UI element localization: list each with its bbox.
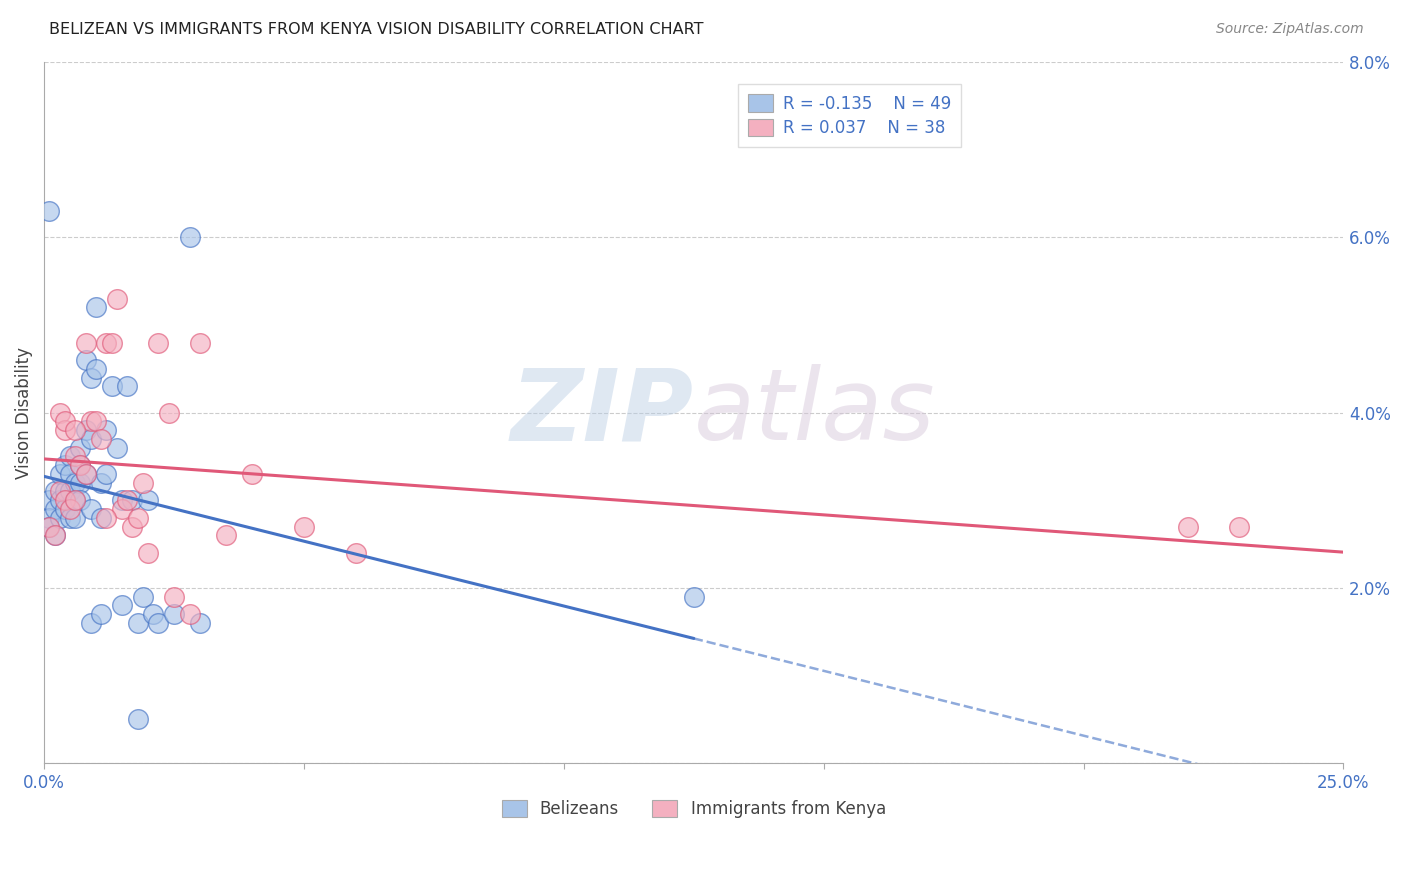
- Point: [84, 301, 107, 315]
- Point: [100, 335, 122, 350]
- Point: [75, 467, 97, 481]
- Point: [1177, 519, 1199, 533]
- Point: [65, 423, 87, 437]
- Point: [121, 493, 143, 508]
- Point: [100, 379, 122, 393]
- Point: [80, 432, 103, 446]
- Point: [59, 450, 82, 464]
- Point: [127, 712, 149, 726]
- Point: [65, 493, 87, 508]
- Point: [240, 467, 263, 481]
- Point: [75, 467, 97, 481]
- Point: [96, 335, 118, 350]
- Point: [132, 590, 155, 604]
- Point: [163, 590, 186, 604]
- Point: [80, 615, 103, 630]
- Text: Source: ZipAtlas.com: Source: ZipAtlas.com: [1216, 22, 1364, 37]
- Point: [105, 292, 128, 306]
- Point: [136, 546, 159, 560]
- Point: [48, 484, 70, 499]
- Point: [90, 510, 112, 524]
- Point: [148, 615, 170, 630]
- Point: [53, 484, 76, 499]
- Point: [90, 607, 112, 622]
- Point: [48, 493, 70, 508]
- Point: [59, 502, 82, 516]
- Point: [69, 441, 91, 455]
- Point: [69, 458, 91, 473]
- Point: [127, 615, 149, 630]
- Point: [127, 510, 149, 524]
- Point: [59, 467, 82, 481]
- Point: [682, 590, 704, 604]
- Point: [65, 493, 87, 508]
- Point: [53, 423, 76, 437]
- Point: [75, 353, 97, 368]
- Point: [136, 493, 159, 508]
- Point: [75, 335, 97, 350]
- Point: [65, 510, 87, 524]
- Point: [38, 510, 60, 524]
- Point: [215, 528, 238, 542]
- Point: [44, 484, 66, 499]
- Point: [96, 510, 118, 524]
- Point: [80, 414, 103, 428]
- Point: [53, 414, 76, 428]
- Point: [38, 519, 60, 533]
- Point: [179, 607, 201, 622]
- Point: [96, 423, 118, 437]
- Point: [132, 475, 155, 490]
- Point: [344, 546, 367, 560]
- Point: [117, 493, 139, 508]
- Point: [111, 599, 134, 613]
- Point: [84, 414, 107, 428]
- Point: [44, 528, 66, 542]
- Point: [80, 370, 103, 384]
- Point: [111, 493, 134, 508]
- Point: [69, 493, 91, 508]
- Point: [157, 406, 180, 420]
- Point: [48, 510, 70, 524]
- Y-axis label: Vision Disability: Vision Disability: [15, 347, 32, 479]
- Point: [1229, 519, 1251, 533]
- Point: [90, 432, 112, 446]
- Point: [188, 335, 211, 350]
- Point: [163, 607, 186, 622]
- Text: atlas: atlas: [693, 364, 935, 461]
- Legend: Belizeans, Immigrants from Kenya: Belizeans, Immigrants from Kenya: [495, 793, 893, 825]
- Point: [38, 493, 60, 508]
- Point: [142, 607, 165, 622]
- Point: [111, 502, 134, 516]
- Point: [69, 458, 91, 473]
- Point: [121, 519, 143, 533]
- Point: [179, 230, 201, 244]
- Point: [117, 379, 139, 393]
- Point: [59, 484, 82, 499]
- Point: [84, 361, 107, 376]
- Point: [44, 502, 66, 516]
- Point: [38, 519, 60, 533]
- Point: [59, 510, 82, 524]
- Point: [148, 335, 170, 350]
- Point: [69, 475, 91, 490]
- Point: [38, 204, 60, 219]
- Point: [80, 502, 103, 516]
- Point: [44, 528, 66, 542]
- Text: ZIP: ZIP: [510, 364, 693, 461]
- Point: [75, 423, 97, 437]
- Point: [65, 475, 87, 490]
- Point: [105, 441, 128, 455]
- Point: [292, 519, 315, 533]
- Point: [48, 406, 70, 420]
- Point: [53, 493, 76, 508]
- Point: [53, 502, 76, 516]
- Point: [53, 458, 76, 473]
- Point: [96, 467, 118, 481]
- Point: [48, 467, 70, 481]
- Point: [90, 475, 112, 490]
- Point: [188, 615, 211, 630]
- Text: BELIZEAN VS IMMIGRANTS FROM KENYA VISION DISABILITY CORRELATION CHART: BELIZEAN VS IMMIGRANTS FROM KENYA VISION…: [49, 22, 704, 37]
- Point: [65, 450, 87, 464]
